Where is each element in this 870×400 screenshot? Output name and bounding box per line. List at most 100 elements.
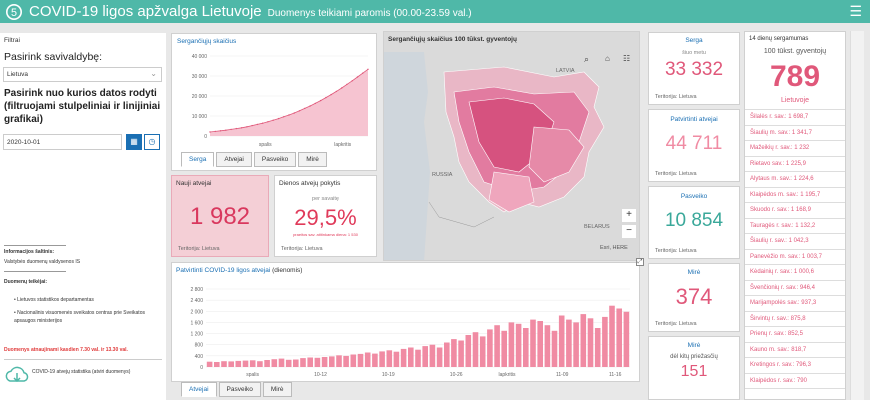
- clock-icon[interactable]: ◷: [144, 134, 160, 150]
- y-tick-label: 400: [195, 354, 204, 360]
- bar: [278, 358, 285, 367]
- bar: [379, 351, 385, 367]
- bar: [249, 360, 256, 367]
- daily-title-suffix: (dienomis): [272, 267, 303, 274]
- confirmed-value: 44 711: [665, 133, 723, 154]
- map-title: Sergančiųjų skaičius 100 tūkst. gyventoj…: [388, 36, 517, 43]
- incidence-value: 789: [769, 60, 821, 93]
- zoom-out-button[interactable]: −: [622, 225, 636, 238]
- menu-icon[interactable]: ☰: [849, 3, 862, 19]
- list-item[interactable]: Šiaulių m. sav.: 1 341,7: [745, 126, 845, 141]
- bar: [602, 316, 608, 367]
- bar: [293, 359, 299, 367]
- expand-icon[interactable]: ⤢: [636, 258, 644, 266]
- list-item[interactable]: Alytaus m. sav.: 1 224,6: [745, 172, 845, 188]
- y-tick-label: 2 000: [190, 309, 203, 315]
- change-panel: Dienos atvejų pokytis per savaitę 29,5% …: [274, 175, 377, 257]
- list-item[interactable]: Tauragės r. sav.: 1 132,2: [745, 219, 845, 234]
- date-label: Pasirink nuo kurios datos rodyti (filtru…: [4, 88, 161, 125]
- list-item[interactable]: Širvintų r. sav.: 875,8: [745, 312, 845, 327]
- list-item[interactable]: Rietavo sav.: 1 225,9: [745, 157, 845, 172]
- bar: [314, 357, 321, 367]
- list-item[interactable]: Panevėžio m. sav.: 1 003,7: [745, 250, 845, 265]
- bar: [537, 321, 543, 367]
- recovered-value: 10 854: [664, 210, 724, 231]
- x-tick-label: lapkritis: [334, 142, 351, 148]
- date-input[interactable]: 2020-10-01: [3, 134, 122, 150]
- scrollbar[interactable]: [850, 31, 864, 400]
- list-item[interactable]: Klaipėdos m. sav.: 1 195,7: [745, 188, 845, 203]
- daily-title-wrap: Patvirtinti COVID-19 ligos atvejai (dien…: [176, 267, 302, 274]
- new-cases-panel: Nauji atvejai 1 982 Teritorija: Lietuva: [171, 175, 269, 257]
- bar: [544, 325, 551, 367]
- app-title: COVID-19 ligos apžvalga Lietuvoje: [29, 3, 262, 20]
- bar: [580, 314, 587, 367]
- svg-text:5: 5: [11, 7, 17, 19]
- bar: [551, 330, 558, 367]
- tab-pasveiko[interactable]: Pasveiko: [218, 382, 261, 397]
- list-item[interactable]: Kėdainių r. sav.: 1 000,6: [745, 265, 845, 281]
- zoom-in-button[interactable]: +: [622, 209, 636, 222]
- bar: [221, 361, 227, 367]
- bar: [393, 351, 400, 367]
- tab-pasveiko[interactable]: Pasveiko: [253, 152, 297, 167]
- municipality-select[interactable]: Lietuva ⌄: [3, 67, 162, 82]
- data-point: [362, 72, 364, 74]
- deaths-other-title: Mirė: [687, 342, 701, 349]
- cumulative-tabs: Serga Atvejai Pasveiko Mirė: [181, 152, 327, 167]
- map-label-latvia: LATVIA: [556, 68, 575, 74]
- x-tick-label: 11-16: [609, 372, 622, 378]
- bar: [264, 360, 270, 367]
- list-icon[interactable]: ☷: [623, 54, 631, 63]
- x-tick-label: 11-09: [556, 372, 569, 378]
- tab-atvejai[interactable]: Atvejai: [181, 382, 217, 397]
- list-item[interactable]: Kauno m. sav.: 818,7: [745, 343, 845, 358]
- list-item[interactable]: Šiaulių r. sav.: 1 042,3: [745, 234, 845, 250]
- territory-label: Teritorija: Lietuva: [655, 94, 697, 100]
- list-item[interactable]: Marijampolės sav.: 937,3: [745, 296, 845, 312]
- municipality-value: Lietuva: [7, 71, 28, 78]
- bar: [594, 328, 601, 367]
- bar: [429, 344, 436, 367]
- date-value: 2020-10-01: [7, 139, 41, 146]
- bar: [285, 359, 292, 367]
- bar: [616, 308, 622, 367]
- data-point: [293, 112, 295, 114]
- bar: [300, 358, 306, 367]
- x-tick-label: 10-19: [382, 372, 395, 378]
- provider-item: • Nacionalinis visuomenės sveikatos cent…: [14, 310, 145, 324]
- map[interactable]: [384, 32, 640, 261]
- filters-panel: Filtrai Pasirink savivaldybę: Lietuva ⌄ …: [0, 33, 166, 400]
- bar: [336, 355, 342, 367]
- provider-text: Lietuvos statistikos departamentas: [17, 297, 94, 303]
- list-item[interactable]: Kretingos r. sav.: 796,3: [745, 358, 845, 374]
- list-item[interactable]: Mažeikių r. sav.: 1 232: [745, 141, 845, 157]
- x-tick-label: spalis: [246, 372, 259, 378]
- search-icon[interactable]: ⌕: [584, 54, 590, 64]
- tab-mire[interactable]: Mirė: [298, 152, 327, 167]
- daily-panel: Patvirtinti COVID-19 ligos atvejai (dien…: [171, 262, 640, 382]
- data-point: [314, 102, 316, 105]
- home-icon[interactable]: ⌂: [605, 54, 610, 63]
- map-label-russia: RUSSIA: [432, 172, 453, 178]
- list-item[interactable]: Skuodo r. sav.: 1 168,9: [745, 203, 845, 219]
- tab-mire[interactable]: Mirė: [262, 382, 292, 397]
- deaths-panel: Mirė 374 Teritorija: Lietuva: [648, 263, 740, 332]
- y-tick-label: 0: [204, 134, 207, 140]
- chevron-down-icon: ⌄: [150, 69, 157, 78]
- footer-link[interactable]: COVID-19 atvejų statistika (atviri duome…: [4, 365, 164, 393]
- y-tick-label: 0: [200, 365, 203, 371]
- list-item[interactable]: Švenčionių r. sav.: 946,4: [745, 281, 845, 296]
- list-item[interactable]: Klaipėdos r. sav.: 790: [745, 374, 845, 389]
- calendar-icon[interactable]: ▦: [126, 134, 142, 150]
- new-cases-title: Nauji atvejai: [176, 180, 212, 187]
- bar: [271, 359, 278, 367]
- data-point: [351, 80, 353, 82]
- tab-serga[interactable]: Serga: [181, 152, 215, 167]
- divider: [4, 359, 162, 360]
- list-item[interactable]: Prienų r. sav.: 852,5: [745, 327, 845, 343]
- list-item[interactable]: Šilalės r. sav.: 1 698,7: [745, 110, 845, 126]
- tab-atvejai[interactable]: Atvejai: [216, 152, 252, 167]
- new-cases-value: 1 982: [189, 203, 251, 230]
- deaths-other-value: 151: [680, 363, 708, 380]
